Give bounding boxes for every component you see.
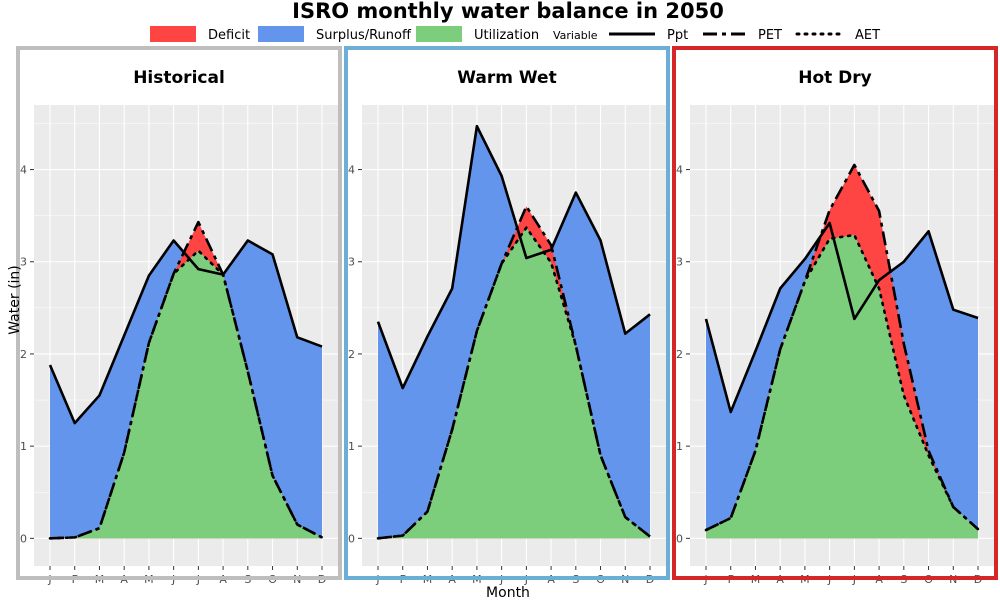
area-utilization	[50, 250, 322, 539]
series-line-aet	[48, 249, 324, 540]
y-tick-label: 1	[348, 440, 355, 453]
legend-swatch-deficit	[150, 26, 196, 42]
y-tick-label: 3	[676, 256, 683, 269]
panel-border	[672, 46, 998, 580]
y-tick-label: 4	[676, 164, 683, 177]
legend-label-aet: AET	[855, 28, 880, 43]
series-line-ppt	[48, 239, 323, 425]
legend-swatch-surplus	[258, 26, 304, 42]
panel-border	[16, 46, 342, 580]
series-line-ppt	[376, 124, 651, 390]
legend-title-variable: Variable	[553, 29, 598, 42]
legend-label-ppt: Ppt	[667, 28, 688, 43]
legend-label-deficit: Deficit	[208, 28, 250, 43]
y-tick-label: 0	[676, 532, 683, 545]
y-tick-label: 0	[348, 532, 355, 545]
y-tick-label: 0	[20, 532, 27, 545]
y-tick-label: 4	[348, 164, 355, 177]
legend-label-utilization: Utilization	[474, 28, 539, 43]
y-tick-label: 1	[676, 440, 683, 453]
legend-label-pet: PET	[758, 28, 782, 43]
y-tick-label: 2	[676, 348, 683, 361]
facet-title: Hot Dry	[798, 68, 872, 88]
y-tick-label: 1	[20, 440, 27, 453]
series-line-ppt	[704, 221, 979, 414]
area-utilization	[378, 227, 650, 539]
y-tick-label: 2	[348, 348, 355, 361]
legend-swatch-utilization	[416, 26, 462, 42]
y-tick-label: 3	[20, 256, 27, 269]
legend-label-surplus: Surplus/Runoff	[316, 28, 412, 43]
series-line-aet	[704, 233, 980, 532]
facet-title: Historical	[133, 68, 225, 88]
y-axis-title: Water (in)	[7, 265, 23, 335]
facet-title: Warm Wet	[457, 68, 556, 88]
area-utilization	[706, 235, 978, 539]
y-tick-label: 2	[20, 348, 27, 361]
y-tick-label: 3	[348, 256, 355, 269]
panel-border	[344, 46, 670, 580]
chart-title: ISRO monthly water balance in 2050	[292, 0, 724, 23]
series-line-aet	[376, 226, 652, 540]
x-axis-title: Month	[486, 585, 530, 600]
legend: Deficit Surplus/Runoff Utilization Varia…	[150, 26, 880, 43]
y-tick-label: 4	[20, 164, 27, 177]
